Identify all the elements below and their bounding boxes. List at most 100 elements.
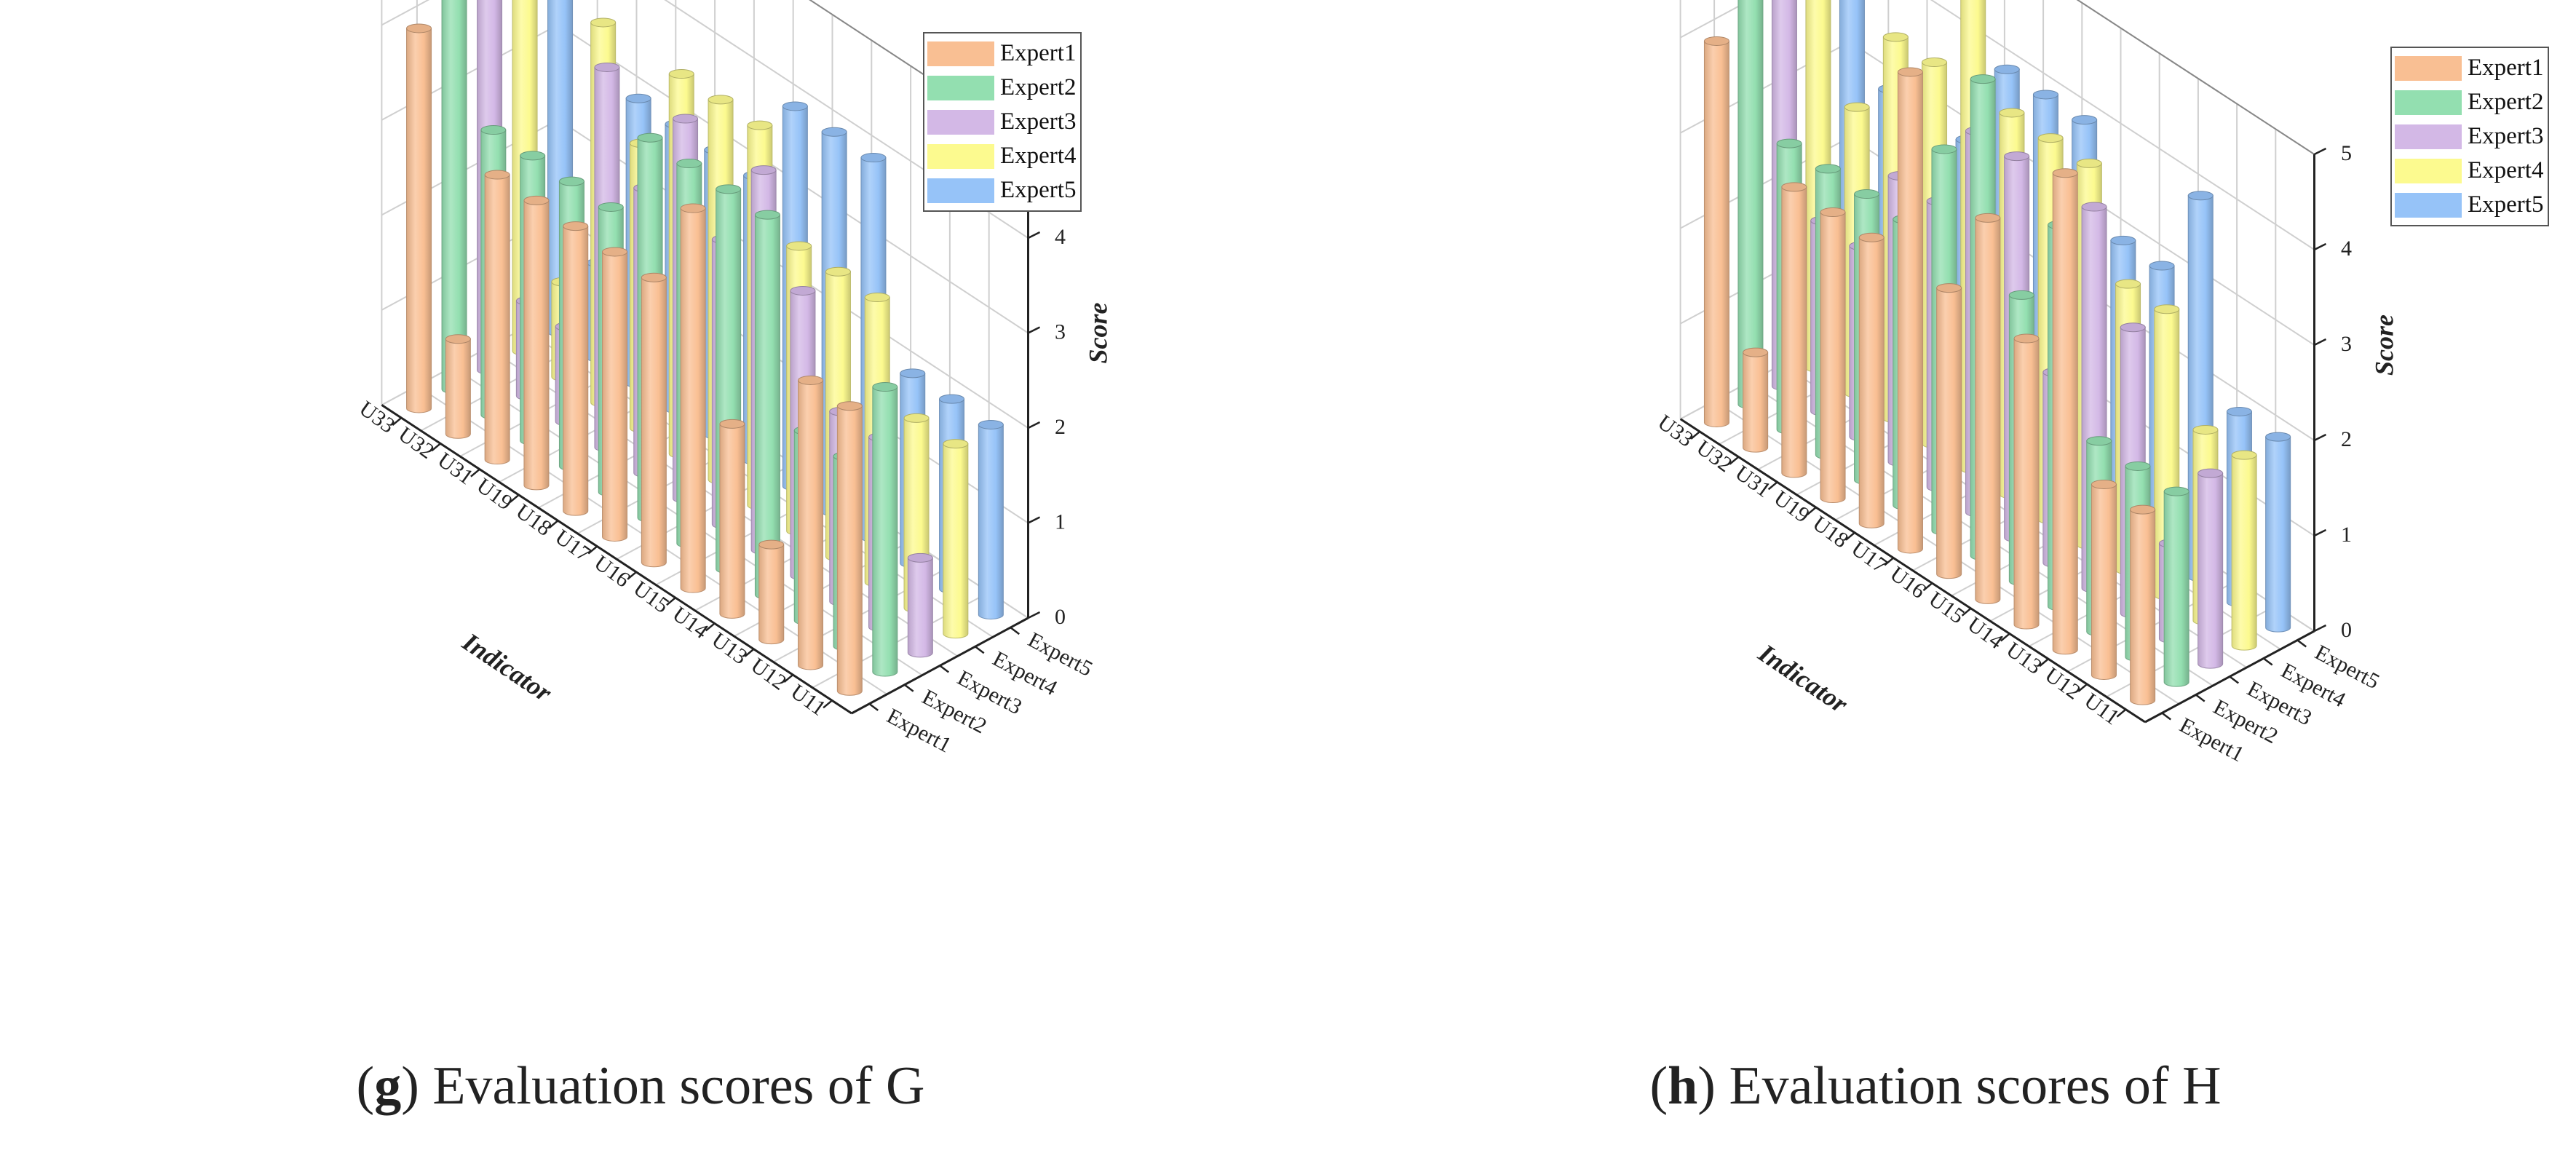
bar-expert4-u11 [2231,450,2257,651]
score-tick-label: 3 [1055,320,1066,344]
bars [406,0,1004,696]
bar-cap [1922,58,1948,68]
bar-body [1737,0,1764,409]
legend-item: Expert4 [927,139,1076,173]
legend-item: Expert2 [927,71,1076,105]
grid-line [381,0,1029,239]
bar-cap [1882,32,1909,42]
bar-body [872,387,898,677]
score-tick-label: 2 [2341,427,2352,451]
bar-expert1-u33 [1703,36,1729,427]
bar-body [445,338,471,439]
legend-item: Expert4 [2395,154,2543,188]
legend-swatch [2395,90,2462,115]
indicator-tick [587,545,598,555]
expert-tick [868,702,879,711]
bar-cap [484,170,510,180]
bar-cap [2265,432,2291,442]
bar-expert1-u19 [523,195,550,491]
legend: Expert1 Expert2 Expert3 Expert4 Expert5 [2390,47,2550,226]
bar-expert3-u11 [907,552,933,658]
bar-cap [2231,450,2257,460]
indicator-tick-label: U18 [1808,511,1852,552]
indicator-tick-label: U32 [394,422,438,464]
bar-cap [2163,486,2189,496]
bar-cap [1931,144,1957,154]
bar-expert1-u17 [602,247,628,542]
legend-swatch [927,75,994,100]
indicator-tick [783,674,794,684]
bar-expert5-u11 [2265,432,2291,633]
bar-cap [2192,424,2219,435]
legend-swatch [2395,55,2462,81]
indicator-tick [470,468,480,478]
bar-cap [2037,133,2064,143]
score-tick [2313,338,2327,346]
bar-expert1-u13 [2052,168,2078,655]
score-tick [1027,421,1041,429]
bar-expert1-u18 [563,221,589,516]
bar-expert1-u17 [1897,67,1923,554]
score-tick [1027,326,1041,334]
bar-expert1-u32 [1743,347,1769,453]
bar-cap [2013,333,2040,344]
bar-cap [750,165,777,175]
bar-cap [1897,67,1923,77]
bar-cap [719,419,745,429]
bar-body [2163,491,2189,687]
bar-body [758,544,785,645]
indicator-tick-label: U12 [746,654,790,695]
indicator-tick-label: U14 [668,602,713,643]
indicator-tick [1922,582,1933,592]
bar-cap [747,120,773,130]
legend-swatch [2395,192,2462,218]
legend-swatch [2395,158,2462,183]
caption-text: Evaluation scores of G [419,1056,925,1116]
bar-expert1-u11 [836,401,863,696]
indicator-tick [509,494,520,503]
bar-cap [480,125,507,135]
bar-cap [864,293,890,303]
indicator-tick [1729,456,1740,465]
bar-cap [1994,64,2020,74]
bar-body [2265,436,2291,633]
bar-body [1936,288,1962,579]
bar-cap [406,23,432,33]
indicator-tick [823,700,833,709]
chart-panel-g: U11 U12 U13 U14 U15 U16 U17 U18 U19 U31 U32 U33 Indi… [0,0,1281,1153]
bar-body [1781,186,1807,478]
indicator-axis [381,404,852,715]
bar-cap [798,375,824,385]
indicator-tick-label: U12 [2040,663,2085,705]
bar-cap [2004,151,2030,162]
bar-expert1-u14 [719,419,745,619]
indicator-tick-label: U16 [1885,562,1930,603]
indicator-tick-label: U15 [1925,587,1969,628]
bar-body [680,207,706,593]
indicator-tick-label: U13 [2002,638,2046,679]
bar-cap [716,184,742,194]
legend-item: Expert3 [927,105,1076,139]
bar-cap [2130,504,2156,515]
indicator-tick [705,622,716,632]
bar-cap [782,101,808,111]
score-tick [2313,242,2327,251]
indicator-tick [744,648,755,657]
indicator-tick [548,520,559,529]
indicator-tick-label: U18 [512,499,556,541]
bar-cap [1703,36,1729,46]
indicator-tick-label: U15 [629,576,673,618]
bar-cap [2187,191,2214,201]
score-tick [2313,433,2327,442]
bar-cap [2197,468,2224,478]
legend-swatch [927,143,994,169]
score-tick-label: 4 [2341,237,2352,261]
indicator-tick-label: U13 [708,627,752,669]
bar-body [2052,173,2078,655]
indicator-tick-label: U32 [1692,435,1736,477]
bar-cap [520,151,546,161]
legend-label: Expert5 [1000,177,1077,203]
